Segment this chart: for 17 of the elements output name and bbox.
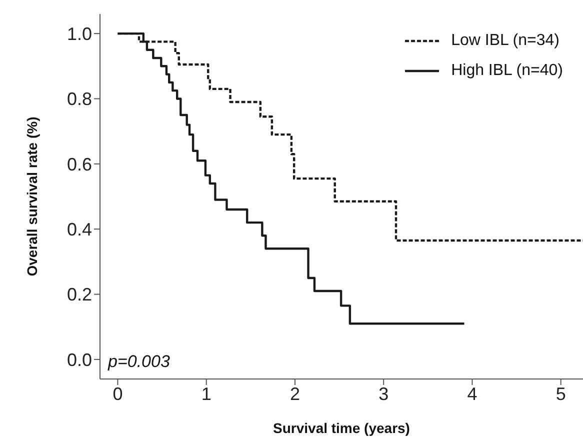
x-tick-label: 2 [290,384,300,404]
x-tick-label: 3 [378,384,389,404]
x-axis-title: Survival time (years) [273,420,410,436]
legend-label: Low IBL (n=34) [451,32,560,50]
y-tick-label: 0.0 [66,350,92,370]
x-tick-label: 4 [467,384,478,404]
y-tick-label: 1.0 [66,24,92,44]
y-tick-label: 0.4 [66,219,92,240]
x-tick-label: 1 [201,384,212,404]
y-tick-label: 0.8 [66,89,92,110]
annotation: p=0.003 [108,352,170,372]
y-tick-label: 0.6 [66,154,92,174]
x-tick-label: 0 [112,384,123,404]
y-axis-title: Overall survival rate (%) [24,116,40,276]
x-tick-label: 5 [556,384,566,404]
legend-label: High IBL (n=40) [451,62,563,80]
y-tick-label: 0.2 [66,284,92,305]
